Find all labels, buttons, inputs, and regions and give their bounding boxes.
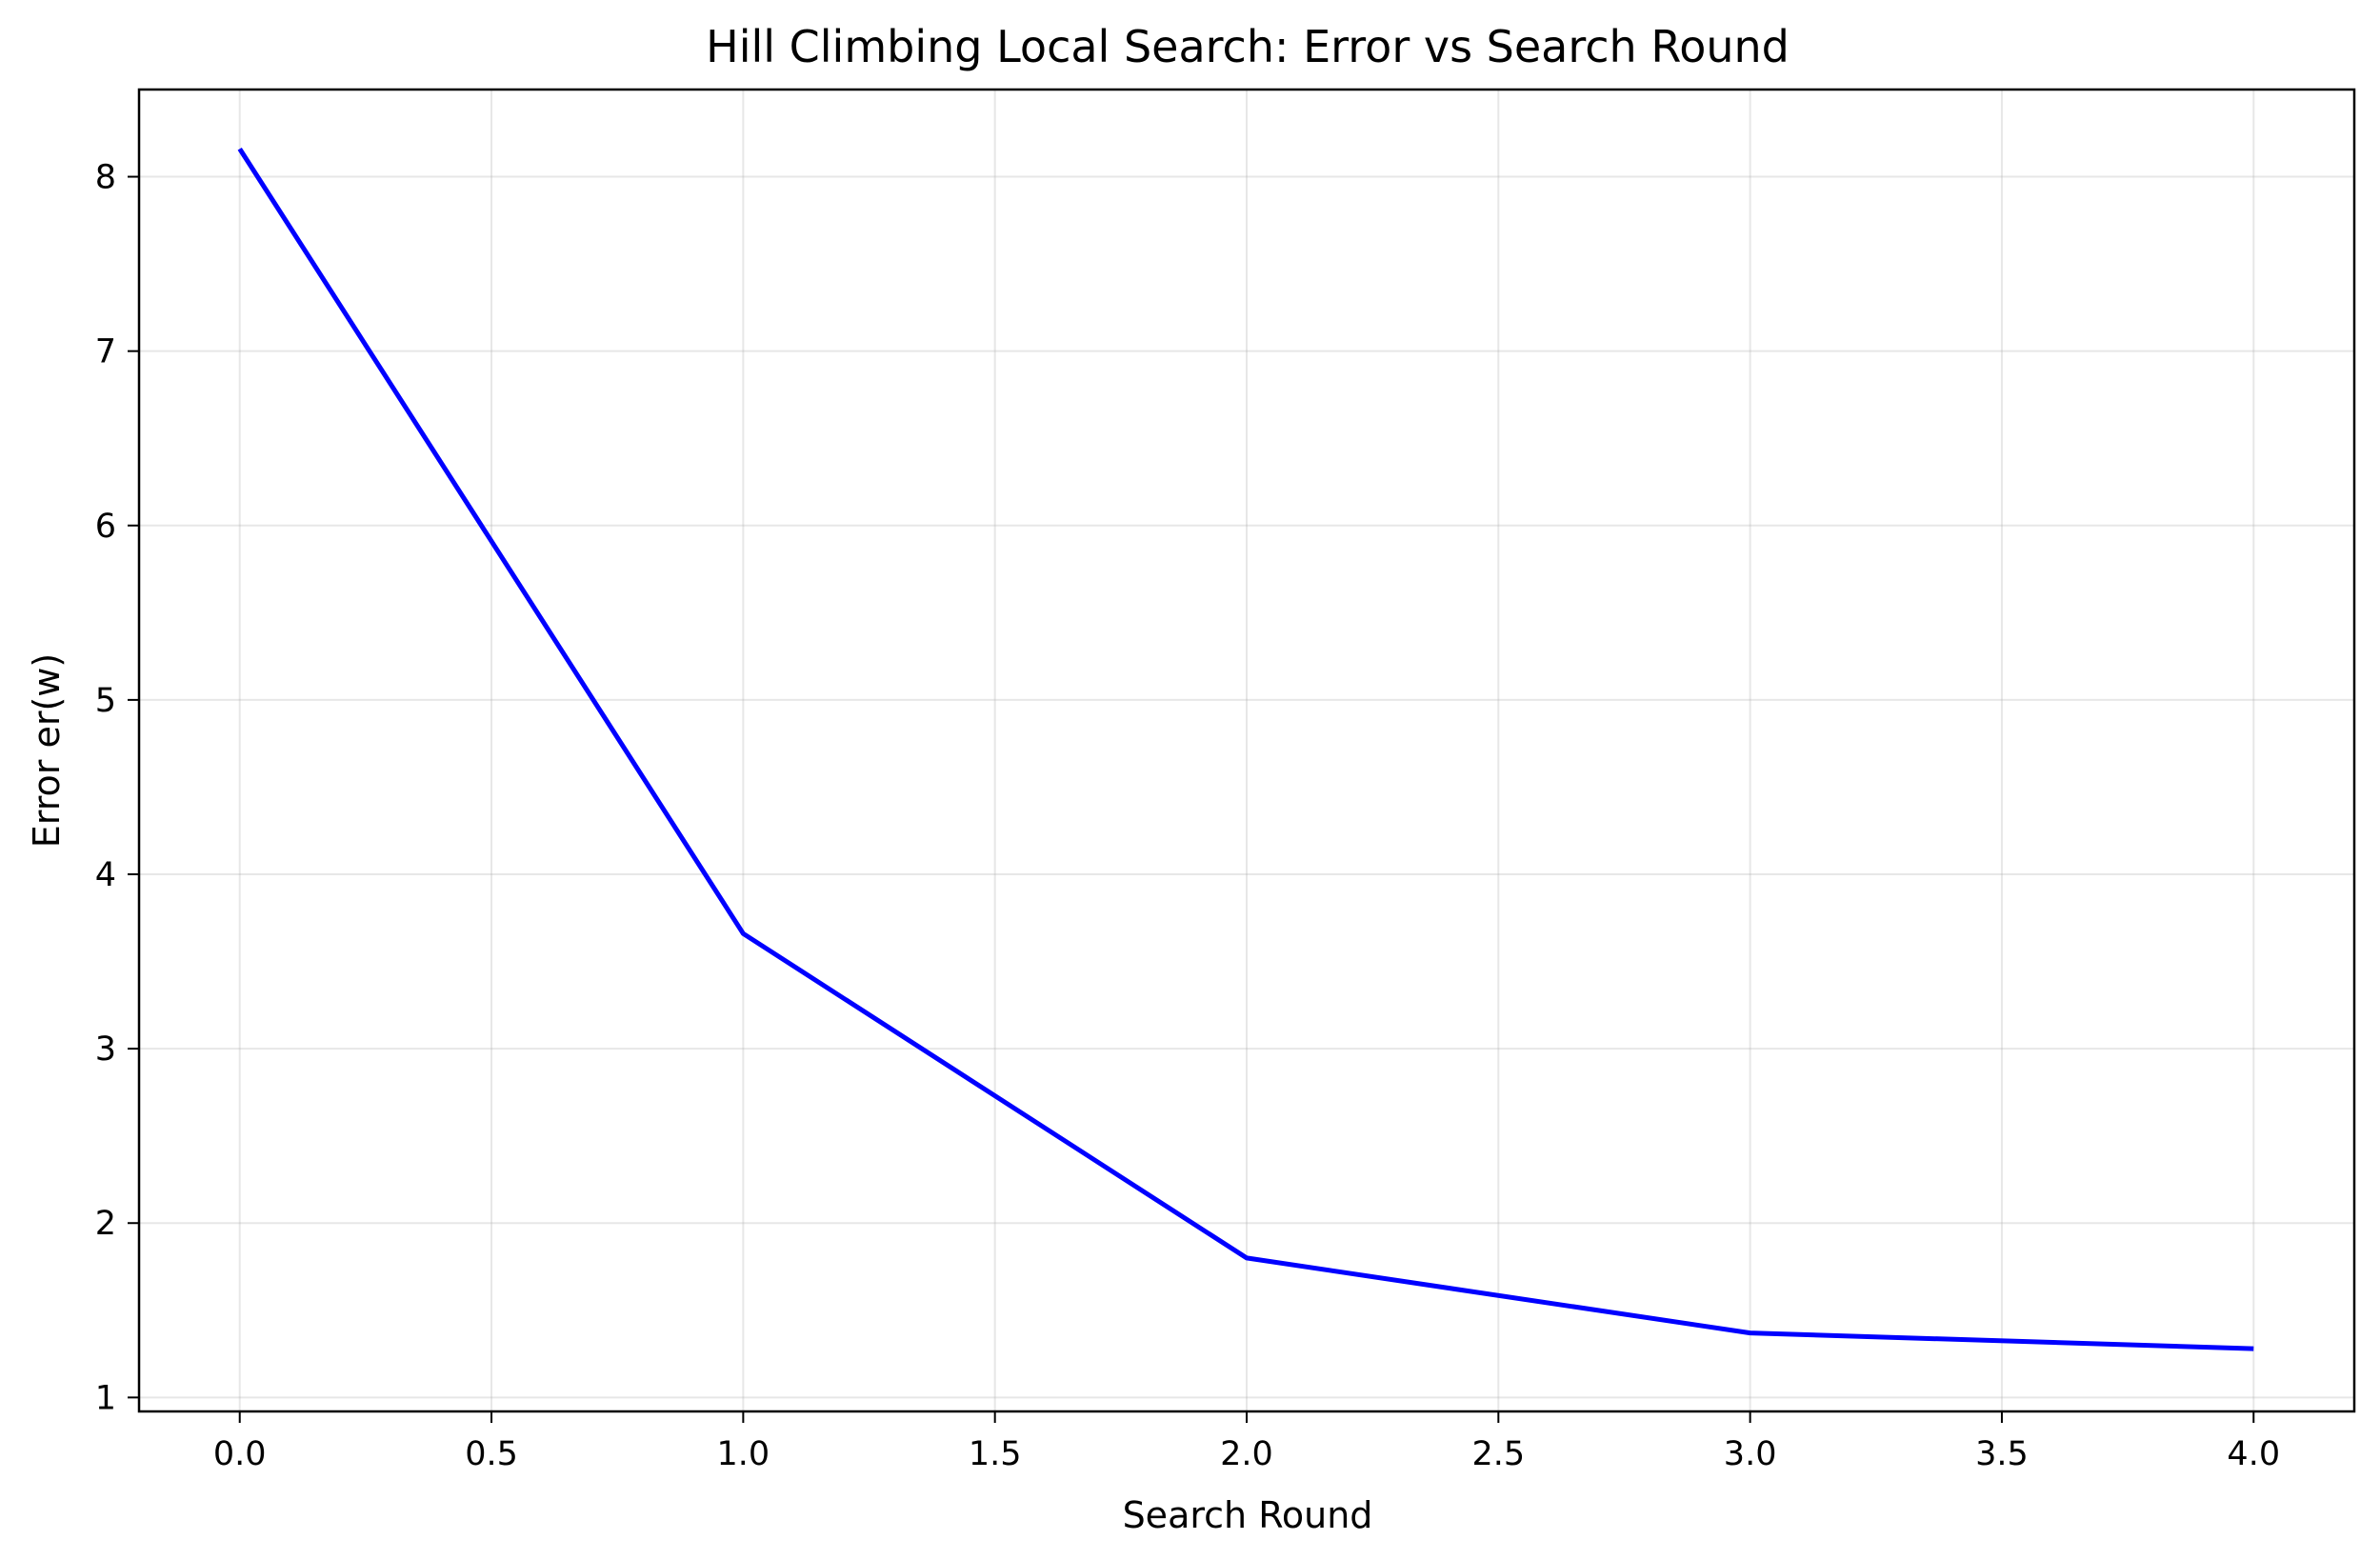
series-layer (237, 147, 2254, 1351)
x-tick-label: 3.0 (1724, 1435, 1777, 1473)
x-tick-label: 0.0 (213, 1435, 267, 1473)
x-tick-label: 2.0 (1220, 1435, 1273, 1473)
x-tick-label: 4.0 (2227, 1435, 2280, 1473)
y-tick-label: 7 (95, 333, 116, 371)
y-tick-label: 1 (95, 1379, 116, 1417)
x-tick-label: 1.5 (969, 1435, 1022, 1473)
x-tick-label: 3.5 (1975, 1435, 2029, 1473)
x-axis-title: Search Round (1123, 1494, 1373, 1536)
y-axis-title: Error er(w) (26, 653, 68, 848)
x-axis-ticks: 0.0 0.5 1.0 1.5 2.0 2.5 3.0 3.5 4.0 (213, 1411, 2280, 1473)
x-tick-label: 2.5 (1471, 1435, 1525, 1473)
grid-lines (139, 90, 2354, 1411)
y-tick-label: 6 (95, 508, 116, 546)
chart-title: Hill Climbing Local Search: Error vs Sea… (706, 21, 1790, 72)
y-tick-label: 8 (95, 159, 116, 197)
y-axis-ticks: 1 2 3 4 5 6 7 8 (95, 159, 139, 1417)
y-tick-label: 3 (95, 1030, 116, 1069)
y-tick-label: 2 (95, 1205, 116, 1243)
x-tick-label: 0.5 (465, 1435, 518, 1473)
y-tick-label: 5 (95, 682, 116, 720)
series-line-0 (237, 147, 2254, 1351)
y-tick-label: 4 (95, 856, 116, 894)
x-tick-label: 1.0 (717, 1435, 770, 1473)
